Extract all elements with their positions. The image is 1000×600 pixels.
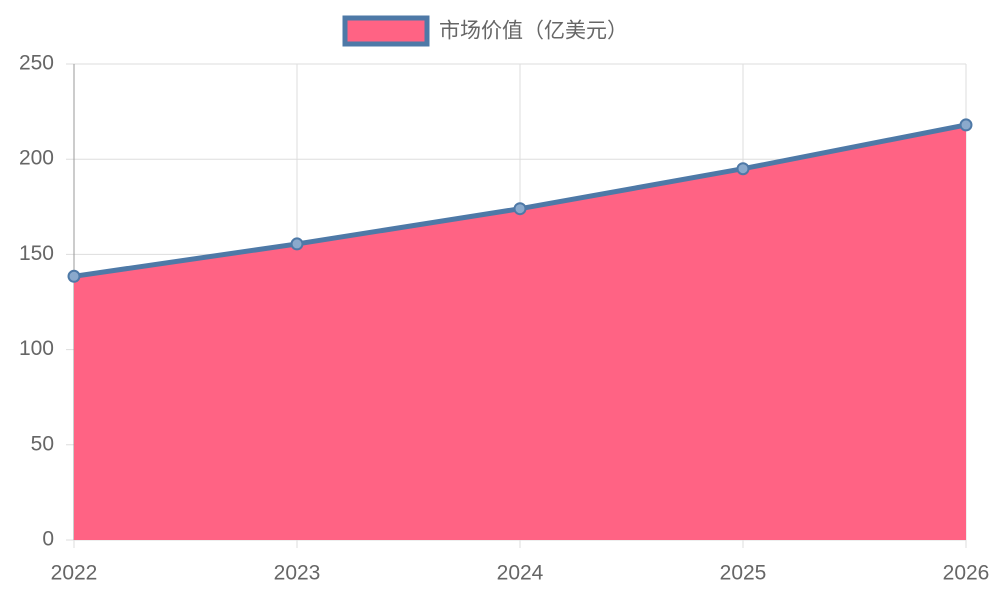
legend-item: 市场价值（亿美元） [342,15,628,47]
legend-label: 市场价值（亿美元） [439,20,628,43]
x-tick-label: 2026 [943,562,990,585]
x-tick-label: 2025 [720,562,767,585]
x-tick-label: 2022 [51,562,98,585]
y-tick-label: 150 [19,242,54,265]
point [513,202,527,216]
point [959,118,973,132]
point [736,162,750,176]
x-tick-label: 2024 [497,562,544,585]
point [290,237,304,251]
point [67,269,81,283]
y-tick-label: 100 [19,337,54,360]
y-tick-label: 0 [42,528,54,551]
legend-swatch [342,15,430,47]
x-tick-label: 2023 [274,562,321,585]
y-tick-label: 250 [19,52,54,75]
y-tick-label: 200 [19,147,54,170]
y-tick-label: 50 [31,432,54,455]
area [74,124,966,540]
